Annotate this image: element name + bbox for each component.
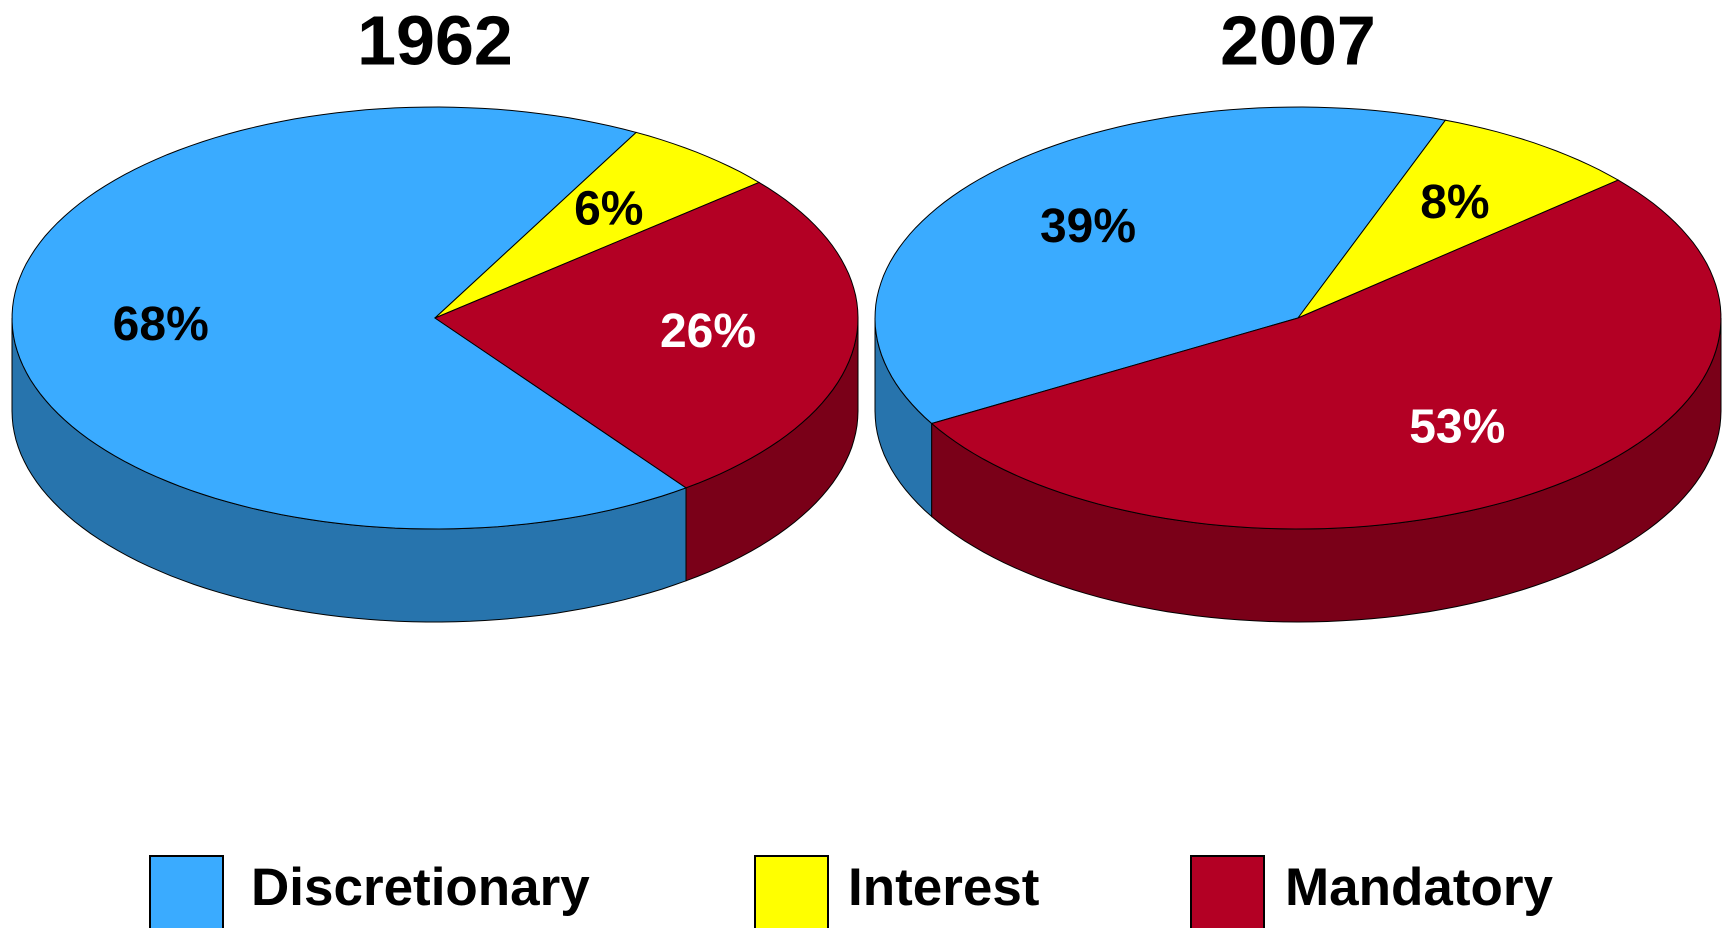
slice bbox=[874, 106, 1447, 425]
slice bbox=[930, 179, 1722, 530]
legend-label: Interest bbox=[848, 858, 1039, 917]
legend-label: Mandatory bbox=[1285, 858, 1554, 917]
value-label: 6% bbox=[574, 182, 643, 235]
value-label: 68% bbox=[113, 298, 209, 351]
value-label: 53% bbox=[1409, 400, 1505, 453]
value-label: 39% bbox=[1040, 200, 1136, 253]
legend-swatch bbox=[754, 855, 829, 928]
chart-title: 2007 bbox=[1220, 1, 1376, 79]
value-label: 26% bbox=[660, 305, 756, 358]
slice bbox=[1296, 119, 1620, 320]
pie: 68% 6% 26% bbox=[11, 106, 859, 623]
slice bbox=[434, 131, 761, 319]
legend-swatch bbox=[1190, 855, 1265, 928]
pie: 39% 8% 53% bbox=[874, 106, 1722, 623]
value-label: 8% bbox=[1420, 176, 1489, 229]
legend-label: Discretionary bbox=[251, 858, 590, 917]
slice bbox=[433, 181, 859, 489]
slice bbox=[11, 106, 688, 530]
chart-title: 1962 bbox=[357, 1, 513, 79]
legend-swatch bbox=[149, 855, 224, 928]
